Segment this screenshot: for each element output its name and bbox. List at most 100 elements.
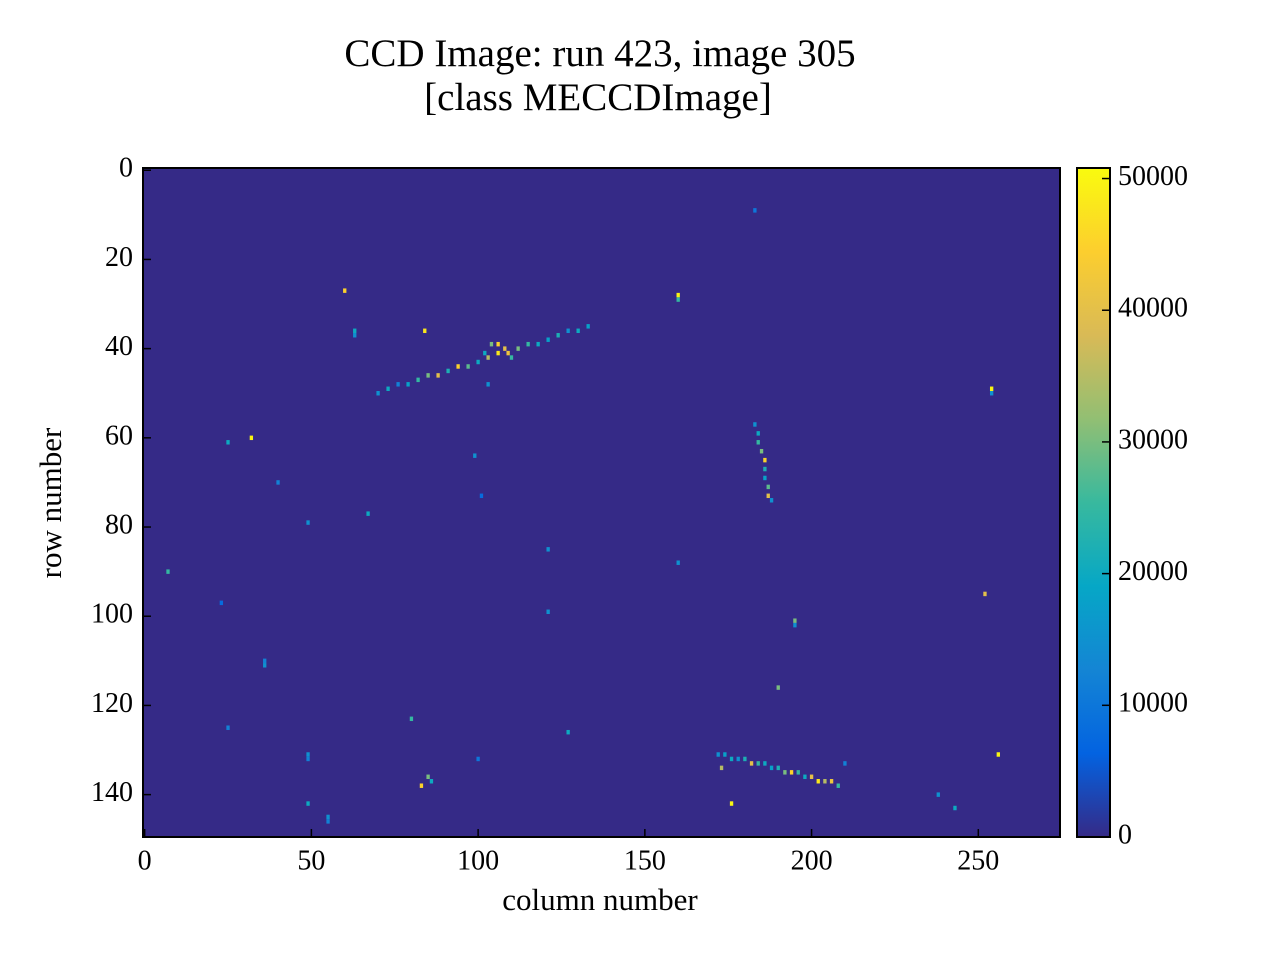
pixel xyxy=(503,346,507,351)
pixel xyxy=(343,288,347,293)
pixel xyxy=(769,498,774,503)
pixel xyxy=(426,774,430,780)
pixel xyxy=(719,765,724,771)
pixel xyxy=(546,547,550,552)
pixel xyxy=(953,805,957,811)
pixel xyxy=(476,359,480,365)
pixel xyxy=(763,466,767,472)
pixel xyxy=(446,368,450,374)
pixel xyxy=(763,761,767,766)
pixel xyxy=(743,756,747,762)
pixel xyxy=(763,475,767,481)
pixel xyxy=(756,431,760,436)
y-tick-label: 100 xyxy=(91,599,133,630)
pixel xyxy=(276,480,280,485)
pixel xyxy=(496,341,500,347)
pixel xyxy=(426,373,430,378)
pixel xyxy=(763,457,767,463)
pixel xyxy=(823,779,827,784)
pixel xyxy=(353,333,357,338)
pixel xyxy=(776,765,780,771)
pixel xyxy=(989,391,994,396)
pixel xyxy=(386,386,390,391)
pixel xyxy=(526,341,530,347)
pixel xyxy=(466,364,470,369)
pixel xyxy=(996,752,1000,757)
plot-frame xyxy=(142,167,1061,838)
pixel xyxy=(366,511,370,516)
pixel xyxy=(489,341,494,347)
x-tick-label: 250 xyxy=(957,845,999,876)
pixel xyxy=(416,377,420,383)
pixel xyxy=(249,435,254,441)
pixel xyxy=(989,386,994,391)
pixel xyxy=(676,292,680,298)
pixel xyxy=(753,422,757,427)
pixel xyxy=(166,569,170,574)
chart-subtitle: [class MECCDImage] xyxy=(424,76,772,119)
pixel xyxy=(353,328,357,334)
pixel xyxy=(789,770,794,775)
pixel xyxy=(676,560,680,565)
y-tick-label: 120 xyxy=(91,688,133,719)
pixel xyxy=(219,600,224,606)
pixel xyxy=(306,756,310,762)
pixel xyxy=(756,440,760,445)
pixel xyxy=(749,761,754,766)
pixel xyxy=(263,658,267,664)
pixel xyxy=(423,328,427,334)
pixel xyxy=(486,382,490,387)
x-tick-label: 200 xyxy=(791,845,833,876)
pixel xyxy=(716,752,720,757)
pixel xyxy=(456,364,460,369)
x-axis-label: column number xyxy=(502,882,698,917)
pixel xyxy=(803,774,807,780)
pixel xyxy=(396,382,400,387)
pixel xyxy=(546,609,550,614)
pixel xyxy=(263,663,267,668)
x-tick-label: 50 xyxy=(297,845,325,876)
pixel xyxy=(676,297,680,302)
colorbar-tick-label: 10000 xyxy=(1118,688,1188,719)
pixel xyxy=(829,779,834,784)
pixel xyxy=(576,328,580,334)
pixel xyxy=(306,520,310,525)
pixel xyxy=(473,453,477,458)
colorbar-tick-label: 20000 xyxy=(1118,556,1188,587)
pixel xyxy=(809,774,814,780)
image-background xyxy=(143,168,1060,837)
pixel xyxy=(556,333,560,338)
pixel xyxy=(769,765,774,771)
pixel xyxy=(756,761,760,766)
pixel xyxy=(546,337,550,342)
pixel xyxy=(226,440,230,445)
pixel xyxy=(766,493,770,499)
pixel xyxy=(566,729,570,735)
pixel xyxy=(516,346,520,351)
pixel xyxy=(983,591,987,597)
pixel xyxy=(729,801,734,806)
pixel xyxy=(436,373,440,378)
pixel xyxy=(759,448,764,454)
y-tick-label: 60 xyxy=(105,420,133,451)
pixel xyxy=(796,770,800,775)
pixel xyxy=(736,756,740,762)
pixel xyxy=(376,391,380,396)
pixel xyxy=(506,350,510,356)
colorbar-tick-label: 0 xyxy=(1118,819,1132,850)
pixel xyxy=(476,756,480,762)
pixel xyxy=(509,355,514,360)
pixel xyxy=(226,725,230,730)
pixel xyxy=(836,783,840,788)
pixel xyxy=(816,779,820,784)
pixel xyxy=(776,685,780,690)
y-tick-label: 140 xyxy=(91,777,133,808)
pixel xyxy=(306,752,310,757)
colorbar-tick-label: 30000 xyxy=(1118,424,1188,455)
pixel xyxy=(306,801,310,806)
pixel xyxy=(843,761,847,766)
y-tick-label: 40 xyxy=(105,331,133,362)
x-tick-label: 150 xyxy=(624,845,666,876)
y-axis-label: row number xyxy=(33,427,68,578)
y-tick-label: 20 xyxy=(105,242,133,273)
